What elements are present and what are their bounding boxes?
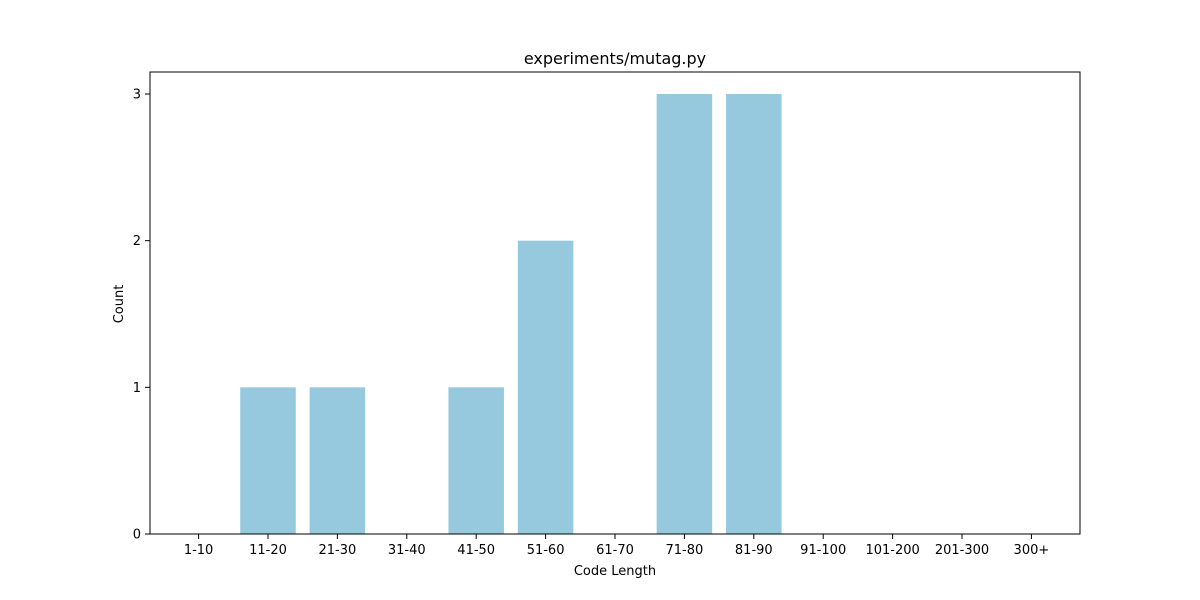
y-tick-label: 2 [133, 234, 141, 249]
x-tick-label: 91-100 [800, 543, 846, 558]
bar-71-80 [656, 94, 713, 534]
x-axis-label: Code Length [574, 564, 656, 579]
x-tick-label: 11-20 [249, 543, 287, 558]
chart-title: experiments/mutag.py [524, 49, 706, 68]
x-tick-label: 101-200 [865, 543, 919, 558]
x-tick-label: 71-80 [666, 543, 704, 558]
x-tick-label: 51-60 [527, 543, 565, 558]
y-axis-label: Count [112, 285, 127, 324]
plot-area-frame [149, 71, 1081, 535]
bar-51-60 [517, 240, 574, 534]
x-tick-label: 21-30 [318, 543, 356, 558]
y-tick-label: 0 [133, 528, 141, 543]
bar-21-30 [309, 387, 366, 534]
y-tick-label: 3 [133, 88, 141, 103]
y-tick-label: 1 [133, 381, 141, 396]
x-tick-label: 61-70 [596, 543, 634, 558]
bar-11-20 [240, 387, 296, 534]
bar-41-50 [448, 387, 504, 534]
x-tick-label: 300+ [1014, 543, 1050, 558]
x-tick-label: 1-10 [184, 543, 214, 558]
x-tick-label: 201-300 [935, 543, 989, 558]
x-tick-label: 81-90 [735, 543, 773, 558]
y-axis-ticks: 0 1 2 3 [133, 88, 150, 543]
x-axis-ticks: 1-10 11-20 21-30 31-40 41-50 51-60 61-70 71-80 8… [184, 534, 1049, 558]
x-tick-label: 31-40 [388, 543, 426, 558]
bars-group [240, 94, 782, 534]
x-tick-label: 41-50 [457, 543, 495, 558]
bar-81-90 [726, 94, 782, 534]
